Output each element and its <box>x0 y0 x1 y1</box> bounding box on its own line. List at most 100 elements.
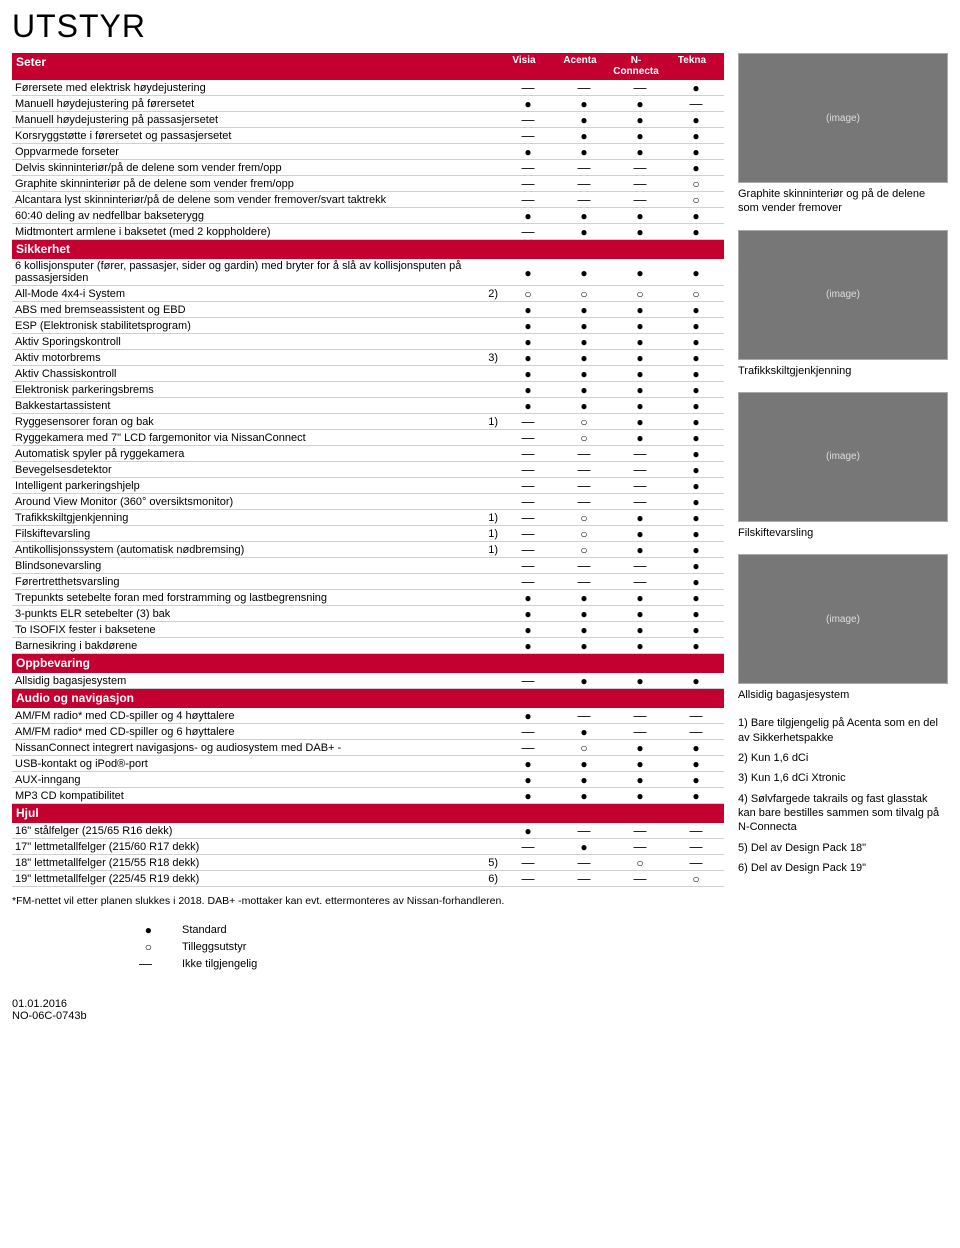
availability-cell <box>668 430 724 446</box>
feature-noteref <box>476 398 500 414</box>
availability-cell <box>556 574 612 590</box>
legend-symbol <box>12 939 152 954</box>
legend-text: Ikke tilgjengelig <box>182 958 257 970</box>
availability-cell <box>556 638 612 654</box>
availability-cell <box>500 558 556 574</box>
feature-noteref <box>476 839 500 855</box>
availability-cell <box>500 318 556 334</box>
table-row: USB-kontakt og iPod®-port <box>12 756 724 772</box>
availability-cell <box>668 510 724 526</box>
note-item: 5) Del av Design Pack 18" <box>738 841 948 855</box>
availability-cell <box>500 128 556 144</box>
availability-cell <box>500 622 556 638</box>
availability-cell <box>556 673 612 689</box>
availability-cell <box>668 96 724 112</box>
availability-cell <box>612 80 668 96</box>
availability-cell <box>500 590 556 606</box>
availability-cell <box>612 855 668 871</box>
availability-cell <box>612 494 668 510</box>
table-row: To ISOFIX fester i baksetene <box>12 622 724 638</box>
table-row: NissanConnect integrert navigasjons- og … <box>12 740 724 756</box>
feature-noteref <box>476 302 500 318</box>
feature-label: Manuell høydejustering på passasjersetet <box>12 112 476 128</box>
table-row: Graphite skinninteriør på de delene som … <box>12 176 724 192</box>
feature-label: AM/FM radio* med CD-spiller og 6 høyttal… <box>12 724 476 740</box>
feature-label: Ryggekamera med 7" LCD fargemonitor via … <box>12 430 476 446</box>
availability-cell <box>556 160 612 176</box>
feature-noteref <box>476 462 500 478</box>
feature-noteref <box>476 756 500 772</box>
sidebar-caption: Filskiftevarsling <box>738 526 948 540</box>
availability-cell <box>612 788 668 804</box>
availability-cell <box>500 208 556 224</box>
feature-noteref <box>476 192 500 208</box>
table-row: Aktiv Sporingskontroll <box>12 334 724 350</box>
table-row: AM/FM radio* med CD-spiller og 4 høyttal… <box>12 708 724 724</box>
table-row: AUX-inngang <box>12 772 724 788</box>
feature-label: ESP (Elektronisk stabilitetsprogram) <box>12 318 476 334</box>
table-row: ESP (Elektronisk stabilitetsprogram) <box>12 318 724 334</box>
availability-cell <box>500 708 556 724</box>
availability-cell <box>556 494 612 510</box>
availability-cell <box>612 224 668 240</box>
feature-noteref <box>476 112 500 128</box>
table-row: Intelligent parkeringshjelp <box>12 478 724 494</box>
section-name: Seter <box>16 55 496 77</box>
feature-label: Blindsonevarsling <box>12 558 476 574</box>
availability-cell <box>668 574 724 590</box>
availability-cell <box>612 510 668 526</box>
availability-cell <box>668 144 724 160</box>
availability-cell <box>612 302 668 318</box>
table-row: MP3 CD kompatibilitet <box>12 788 724 804</box>
availability-cell <box>612 526 668 542</box>
trim-col: Visia <box>496 55 552 77</box>
feature-table: AM/FM radio* med CD-spiller og 4 høyttal… <box>12 708 724 804</box>
feature-label: Midtmontert armlene i baksetet (med 2 ko… <box>12 224 476 240</box>
availability-cell <box>556 176 612 192</box>
table-row: All-Mode 4x4-i System2) <box>12 286 724 302</box>
feature-label: Automatisk spyler på ryggekamera <box>12 446 476 462</box>
feature-noteref <box>476 673 500 689</box>
availability-cell <box>556 855 612 871</box>
availability-cell <box>500 673 556 689</box>
availability-cell <box>556 756 612 772</box>
availability-cell <box>556 462 612 478</box>
availability-cell <box>668 590 724 606</box>
feature-noteref: 5) <box>476 855 500 871</box>
availability-cell <box>556 478 612 494</box>
sidebar-notes: 1) Bare tilgjengelig på Acenta som en de… <box>738 716 948 875</box>
availability-cell <box>612 446 668 462</box>
availability-cell <box>556 350 612 366</box>
feature-label: NissanConnect integrert navigasjons- og … <box>12 740 476 756</box>
availability-cell <box>500 112 556 128</box>
feature-noteref <box>476 176 500 192</box>
feature-noteref <box>476 622 500 638</box>
feature-label: All-Mode 4x4-i System <box>12 286 476 302</box>
legend-symbol <box>12 956 152 971</box>
availability-cell <box>668 259 724 286</box>
availability-cell <box>668 128 724 144</box>
availability-cell <box>668 80 724 96</box>
feature-noteref: 1) <box>476 526 500 542</box>
table-row: 16" stålfelger (215/65 R16 dekk) <box>12 823 724 839</box>
table-row: Manuell høydejustering på førersetet <box>12 96 724 112</box>
availability-cell <box>668 318 724 334</box>
availability-cell <box>612 839 668 855</box>
section-header: Hjul <box>12 804 724 823</box>
doc-date: 01.01.2016 <box>12 998 724 1010</box>
availability-cell <box>500 334 556 350</box>
feature-label: Aktiv Chassiskontroll <box>12 366 476 382</box>
feature-label: Barnesikring i bakdørene <box>12 638 476 654</box>
trim-col: N-Connecta <box>608 55 664 77</box>
availability-cell <box>612 259 668 286</box>
availability-cell <box>668 558 724 574</box>
feature-label: Graphite skinninteriør på de delene som … <box>12 176 476 192</box>
availability-cell <box>668 334 724 350</box>
feature-noteref <box>476 788 500 804</box>
feature-noteref: 1) <box>476 510 500 526</box>
feature-noteref <box>476 558 500 574</box>
availability-cell <box>556 590 612 606</box>
availability-cell <box>500 638 556 654</box>
availability-cell <box>668 192 724 208</box>
sidebar-image: (image) <box>738 392 948 522</box>
